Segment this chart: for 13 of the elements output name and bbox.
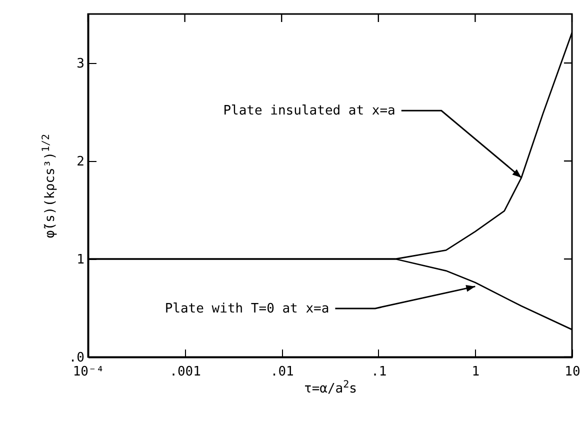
x-axis-title: τ=α/a$^{2}$s <box>304 379 357 396</box>
x-tick-label: 10⁻⁴ <box>72 364 104 380</box>
y-tick-label: 1 <box>76 252 84 268</box>
x-tick-label: 1 <box>472 364 480 380</box>
x-tick-label: 10 <box>564 364 580 380</box>
annotation: Plate insulated at x=a <box>223 104 396 119</box>
y-tick-label: 3 <box>76 56 84 72</box>
y-tick-label: .0 <box>68 350 84 366</box>
annotation: Plate with T=0 at x=a <box>164 301 330 316</box>
x-tick-label: .001 <box>170 364 201 380</box>
x-tick-label: .1 <box>371 364 387 380</box>
x-tick-label: .01 <box>270 364 294 380</box>
y-tick-label: 2 <box>76 154 84 170</box>
